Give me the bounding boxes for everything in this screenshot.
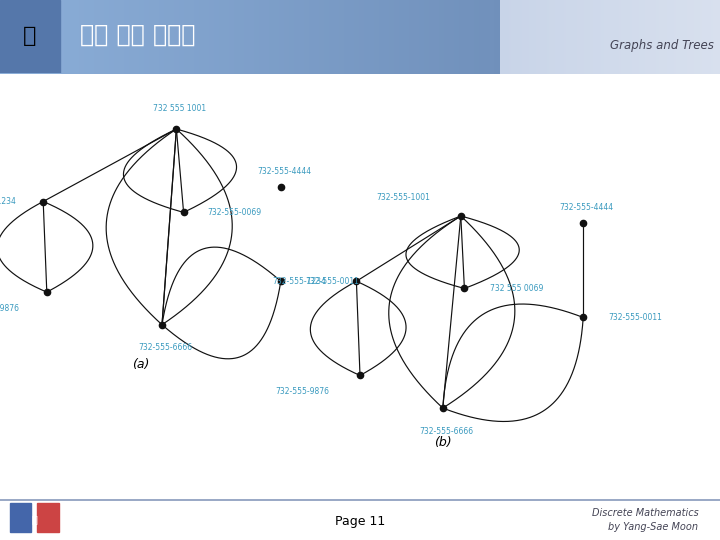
Text: 📞: 📞 — [23, 26, 37, 46]
Text: 강: 강 — [31, 515, 37, 525]
Text: 732-555-0011: 732-555-0011 — [306, 276, 359, 286]
Text: 732-555-6666: 732-555-6666 — [419, 427, 474, 436]
Text: 732-555-0011: 732-555-0011 — [608, 313, 662, 322]
Text: Page 11: Page 11 — [335, 515, 385, 528]
Text: 732-555-1001: 732-555-1001 — [377, 193, 430, 202]
Bar — [10, 503, 31, 532]
Text: 732-555-4444: 732-555-4444 — [257, 166, 312, 176]
Text: 732-555-9876: 732-555-9876 — [275, 387, 329, 396]
Text: 732-555-0069: 732-555-0069 — [207, 208, 261, 217]
Text: (a): (a) — [132, 358, 149, 371]
Bar — [0, 0, 60, 73]
Text: (b): (b) — [434, 436, 451, 449]
Text: Graphs and Trees: Graphs and Trees — [610, 39, 714, 52]
Text: 732-555-1234: 732-555-1234 — [0, 197, 16, 206]
Text: Discrete Mathematics
by Yang-Sae Moon: Discrete Mathematics by Yang-Sae Moon — [592, 508, 698, 531]
Bar — [37, 503, 59, 532]
Text: 732-555-6666: 732-555-6666 — [138, 343, 193, 353]
Text: 732-555-9876: 732-555-9876 — [0, 303, 20, 313]
Text: 732 555 0069: 732 555 0069 — [490, 284, 543, 293]
Text: 732 555 1001: 732 555 1001 — [153, 104, 207, 113]
Text: 732-555-4444: 732-555-4444 — [559, 203, 614, 212]
Text: 732-555-1234: 732-555-1234 — [272, 276, 325, 286]
Text: 전화 호출 그래프: 전화 호출 그래프 — [80, 23, 195, 47]
